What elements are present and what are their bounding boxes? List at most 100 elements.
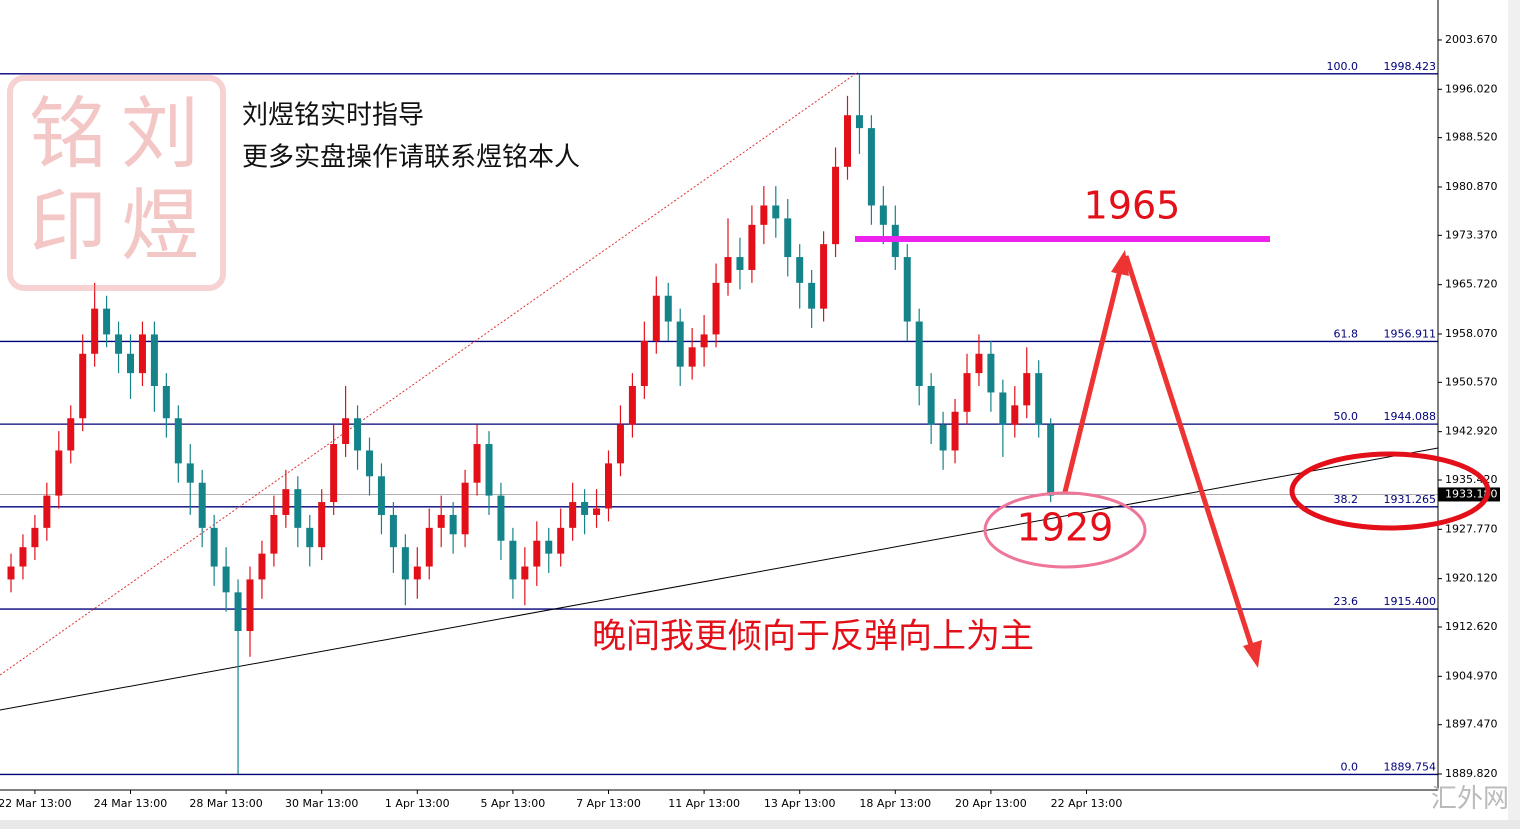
candle-body	[198, 482, 206, 528]
trendline	[0, 447, 1439, 711]
candle-body	[879, 205, 887, 225]
status-strip	[0, 820, 1520, 829]
note: 更多实盘操作请联系煜铭本人	[242, 143, 580, 173]
candle-body	[138, 334, 146, 374]
x-tick-label: 1 Apr 13:00	[385, 797, 450, 810]
highlight-ellipse	[1289, 451, 1491, 531]
candle-body	[401, 547, 409, 580]
fib-level: 100.0	[1327, 60, 1359, 73]
candle-body	[652, 295, 660, 341]
candle-body	[103, 308, 111, 335]
candle-body	[700, 334, 708, 348]
candle-body	[628, 386, 636, 425]
fib-level: 38.2	[1334, 493, 1359, 506]
candle-body	[1047, 424, 1055, 496]
candle-body	[413, 566, 421, 580]
candle-body	[820, 244, 828, 309]
candle-body	[473, 444, 481, 483]
y-tick-label: 1897.470	[1445, 718, 1498, 731]
candle-body	[784, 218, 792, 258]
fib-level: 50.0	[1334, 410, 1359, 423]
arrow-up	[1062, 269, 1123, 493]
candle-body	[306, 527, 314, 548]
candle-body	[605, 463, 612, 509]
candle-body	[545, 540, 553, 554]
site-mark: 汇外网	[1431, 784, 1509, 814]
candle-body	[676, 321, 684, 367]
candle-body	[162, 386, 170, 419]
fib-level: 23.6	[1334, 595, 1359, 608]
candle-body	[581, 502, 589, 515]
y-tick-label: 1942.920	[1445, 425, 1498, 438]
layer	[7, 73, 1055, 775]
candle-body	[1035, 373, 1043, 425]
candle-body	[389, 514, 397, 548]
y-tick-label: 1904.970	[1445, 669, 1498, 682]
x-tick-label: 18 Apr 13:00	[859, 797, 931, 810]
candle-body	[222, 566, 230, 593]
y-tick-label: 1958.070	[1445, 327, 1498, 340]
y-tick-label: 1973.370	[1445, 228, 1498, 241]
candle-body	[939, 424, 947, 451]
candle-body	[736, 257, 744, 270]
candle-body	[67, 418, 75, 451]
y-tick-label: 1935.420	[1445, 473, 1498, 486]
trendline-dotted	[0, 71, 859, 676]
candle-body	[449, 514, 457, 535]
candle-body	[55, 450, 63, 496]
candle-body	[616, 424, 624, 464]
seal-border	[7, 75, 226, 291]
y-tick-label: 1980.870	[1445, 180, 1498, 193]
candle-body	[712, 282, 720, 335]
candle-body	[569, 502, 577, 528]
candle-body	[234, 592, 242, 632]
x-tick-label: 22 Mar 13:00	[0, 797, 72, 810]
candle-body	[127, 353, 134, 374]
candle-body	[640, 340, 648, 387]
candle-body	[1023, 373, 1031, 406]
fib-price: 1889.754	[1384, 760, 1437, 773]
y-tick-label: 1996.020	[1445, 82, 1498, 95]
x-tick-label: 7 Apr 13:00	[576, 797, 641, 810]
y-tick-label: 1889.820	[1445, 767, 1498, 780]
fib-price: 1915.400	[1384, 595, 1437, 608]
candle-body	[258, 553, 266, 580]
fib-price: 1944.088	[1384, 410, 1437, 423]
target-label: 1965	[1084, 184, 1181, 228]
candle-body	[963, 373, 971, 412]
candle-body	[593, 508, 601, 515]
candle-body	[760, 205, 768, 225]
candle-body	[808, 282, 816, 309]
x-tick-label: 28 Mar 13:00	[189, 797, 262, 810]
candle-body	[724, 257, 732, 283]
fib-level: 0.0	[1341, 760, 1359, 773]
candle-body	[91, 308, 99, 354]
candle-body	[425, 527, 433, 567]
candle-body	[927, 386, 935, 425]
candle-body	[915, 321, 923, 387]
candle-body	[951, 411, 959, 451]
candle-body	[318, 502, 326, 548]
support-label: 1929	[1017, 506, 1114, 550]
candle-body	[533, 540, 541, 567]
candle-body	[796, 257, 804, 283]
candle-body	[150, 334, 158, 387]
y-tick-label: 1965.720	[1445, 278, 1498, 291]
candle-body	[664, 295, 672, 322]
candle-body	[7, 566, 15, 580]
candle-body	[688, 347, 696, 367]
candle-body	[246, 579, 254, 632]
x-tick-label: 13 Apr 13:00	[764, 797, 836, 810]
x-tick-label: 11 Apr 13:00	[668, 797, 740, 810]
candle-body	[270, 514, 278, 554]
candle-body	[999, 392, 1007, 425]
seal-char: 印	[29, 182, 107, 272]
x-tick-label: 30 Mar 13:00	[285, 797, 358, 810]
outlook: 晚间我更倾向于反弹向上为主	[592, 617, 1034, 657]
axis-panel	[1438, 0, 1520, 829]
y-tick-label: 1920.120	[1445, 572, 1498, 585]
y-tick-label: 1950.570	[1445, 375, 1498, 388]
